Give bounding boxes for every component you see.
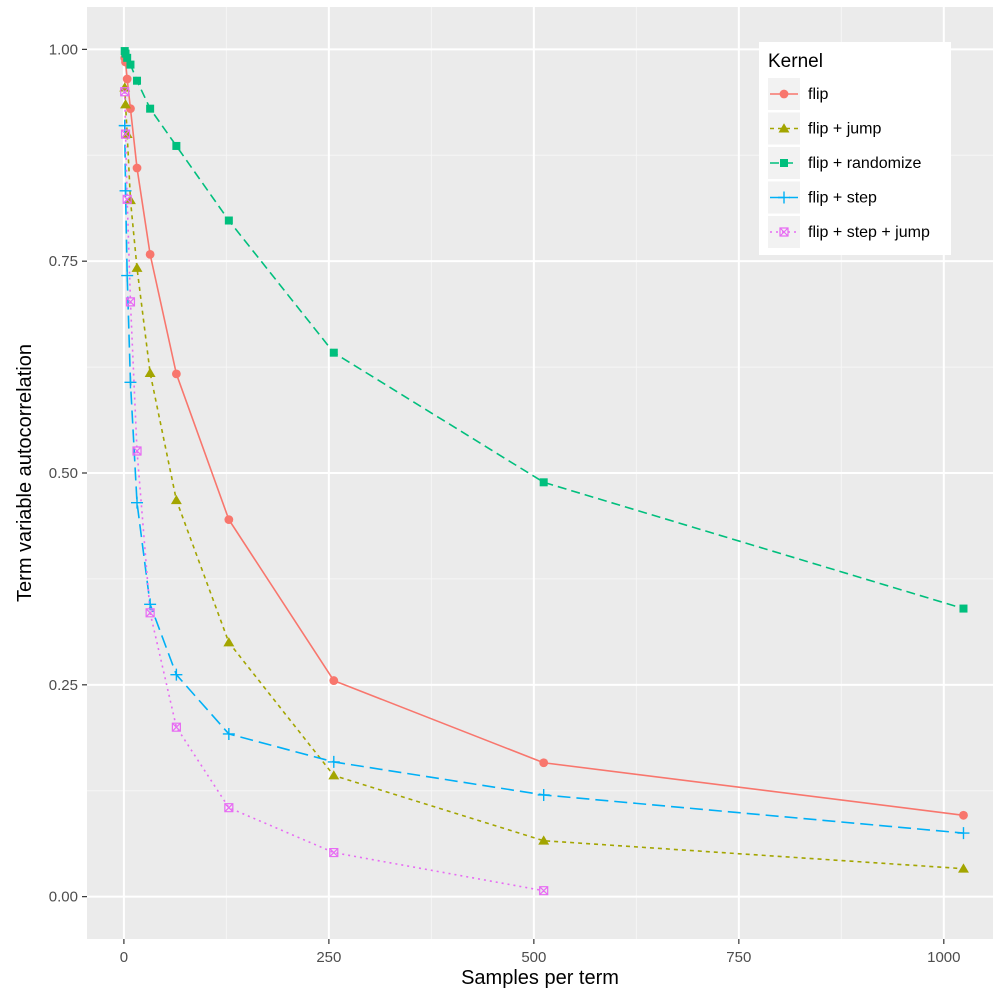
data-point-flip [122,74,132,84]
data-point-flip [132,163,142,173]
data-point-flip-jump [170,494,182,505]
data-point-flip [171,369,181,379]
legend-item-flip-jump: flip + jump [768,112,881,145]
data-point-flip-step [327,755,340,768]
data-point-flip-randomize [959,604,968,613]
data-point-flip-step [170,668,183,681]
data-point-flip-jump [538,835,550,845]
y-tick-label: 0.00 [49,889,78,906]
x-tick-label: 750 [726,949,751,966]
data-point-flip-step [222,727,235,740]
series-line-flip-step-jump [123,91,544,892]
legend-label: flip + jump [808,121,881,138]
data-point-flip-step [121,269,134,282]
data-point-flip-step-jump [145,608,155,618]
series-line-flip-jump [123,87,964,870]
legend-label: flip + step + jump [808,224,930,241]
axis-ticks [82,48,945,944]
data-point-flip-jump [223,637,235,647]
data-point-flip-randomize [126,60,135,69]
data-point-flip [959,810,968,820]
y-tick-label: 0.75 [49,253,78,270]
data-point-flip-randomize [146,104,155,113]
data-point-flip-step-jump [120,87,130,97]
x-tick-label: 250 [316,949,341,966]
data-point-flip-step-jump [125,297,136,307]
legend-key-marker [779,227,789,237]
data-point-flip-step-jump [539,886,549,896]
major-gridlines [87,7,993,939]
legend-key-marker [779,89,789,99]
legend-label: flip [808,86,829,103]
tick-labels: 0 250 500 750 1000 0.00 0.25 0.50 0.75 1.00 [49,41,961,966]
data-point-flip-step-jump [122,194,132,204]
legend-key-marker [778,191,790,204]
data-point-flip [329,676,339,685]
x-axis-title: Samples per term [461,967,619,989]
y-tick-label: 0.50 [49,465,78,482]
data-point-flip-jump [120,99,131,109]
legend-item-flip-step: flip + step [768,181,877,214]
legend-item-flip: flip [768,78,829,110]
data-point-flip-randomize [539,478,548,487]
y-axis-title: Term variable autocorrelation [14,344,36,602]
data-point-flip-jump [144,367,156,377]
y-tick-label: 0.25 [49,677,78,694]
data-point-flip [224,515,234,524]
data-point-flip-randomize [133,76,142,85]
data-point-flip-step-jump [132,446,142,456]
data-point-flip-step-jump [120,129,131,139]
data-point-flip-step-jump [224,803,234,813]
x-tick-label: 1000 [927,949,960,966]
data-point-flip-step-jump [171,722,181,732]
data-point-flip-step-jump [329,847,339,858]
legend-key-marker [780,159,788,167]
data-point-flip [539,758,549,768]
legend-title: Kernel [768,51,823,72]
data-point-flip-step [957,827,970,840]
legend-item-flip-randomize: flip + randomize [768,147,921,179]
data-point-flip-randomize [329,348,338,357]
data-point-flip-step [537,788,550,801]
series-points [118,47,970,896]
data-point-flip-jump [958,863,969,873]
data-point-flip-randomize [172,141,181,150]
legend-item-flip-step-jump: flip + step + jump [768,216,930,248]
data-point-flip-jump [124,194,136,205]
data-point-flip-randomize [224,216,233,225]
x-tick-label: 0 [120,949,128,966]
data-point-flip-step [124,376,137,389]
legend-items: flip flip + jump flip + randomize flip + st… [768,78,930,248]
data-point-flip-randomize [123,53,132,62]
data-point-flip-randomize [121,49,130,58]
legend-label: flip + randomize [808,155,921,172]
legend-key-marker [778,123,790,133]
y-tick-label: 1.00 [49,41,78,58]
data-point-flip [145,250,155,259]
data-point-flip-step [131,496,144,509]
data-point-flip-jump [328,770,340,780]
data-point-flip-jump [131,262,143,272]
legend-label: flip + step [808,190,877,207]
x-tick-label: 500 [521,949,546,966]
